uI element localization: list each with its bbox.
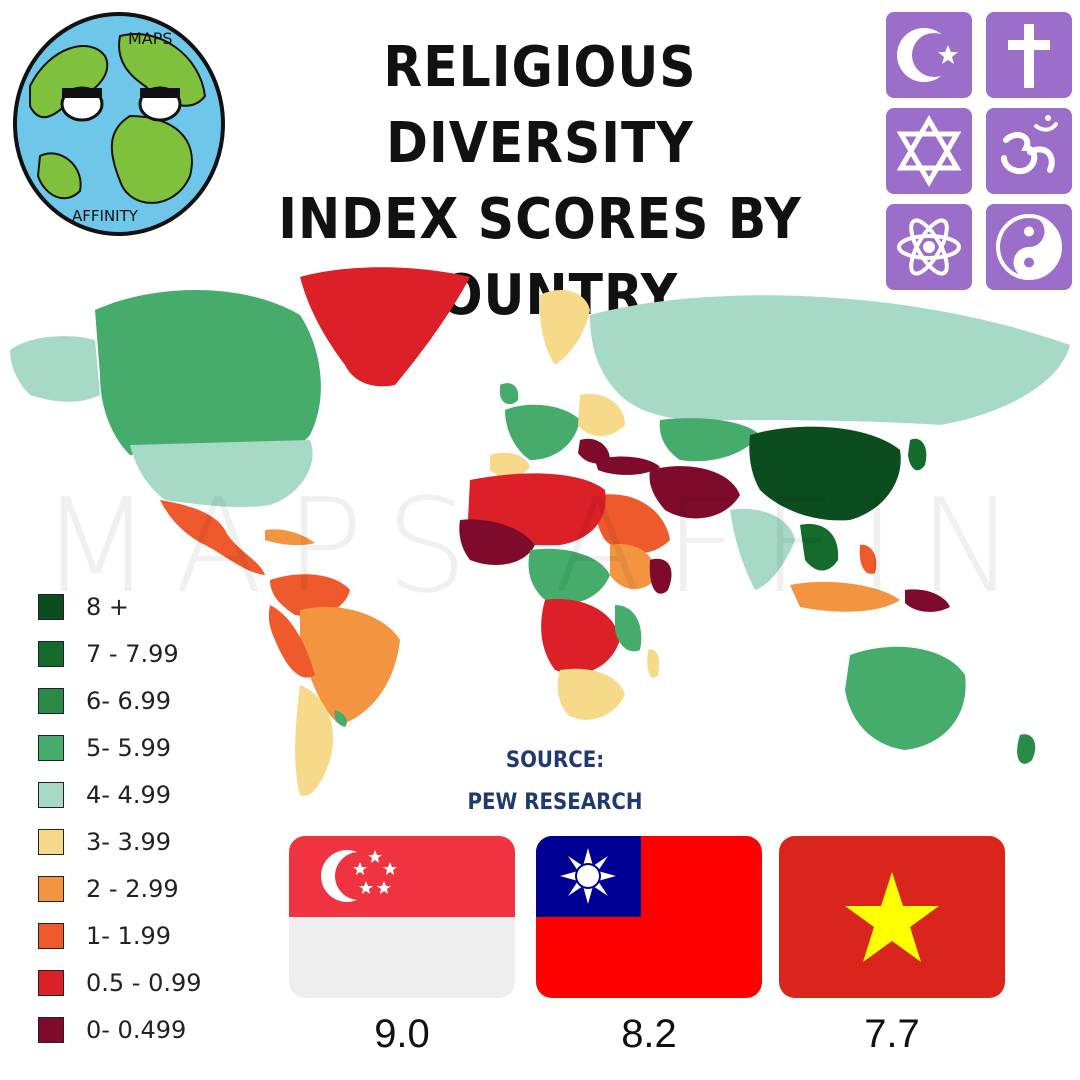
map-balkans [578, 438, 610, 464]
vietnam-flag [779, 836, 1005, 998]
legend-label: 5- 5.99 [86, 734, 171, 762]
legend-swatch [38, 1017, 64, 1043]
map-horn-of-africa [610, 544, 656, 590]
source-credit: SOURCE: PEW RESEARCH [430, 740, 680, 824]
map-iberia [490, 452, 530, 478]
map-madagascar [647, 649, 660, 678]
legend-swatch [38, 829, 64, 855]
vietnam-score: 7.7 [864, 1012, 920, 1056]
map-somalia [649, 558, 672, 594]
legend-item: 2 - 2.99 [38, 874, 268, 904]
religion-icons-grid [884, 12, 1074, 294]
singapore-score: 9.0 [374, 1012, 430, 1056]
map-colombia-venezuela [270, 574, 350, 617]
globe-mascot-icon: MAPS AFFINITY [13, 12, 225, 236]
logo-text-bottom: AFFINITY [72, 207, 139, 225]
legend-item: 3- 3.99 [38, 827, 268, 857]
om-icon [986, 108, 1072, 194]
legend-label: 1- 1.99 [86, 922, 171, 950]
taiwan-flag [536, 836, 762, 998]
map-greenland [300, 267, 470, 387]
atom-icon [886, 204, 972, 290]
map-alaska [10, 336, 100, 402]
legend-label: 0- 0.499 [86, 1016, 187, 1044]
legend-label: 2 - 2.99 [86, 875, 179, 903]
map-japan [908, 438, 927, 471]
map-mexico [160, 500, 265, 575]
map-iran-afghanistan [649, 466, 740, 519]
map-peru-bolivia [268, 605, 315, 678]
map-uruguay [334, 710, 347, 727]
star-and-crescent-icon [886, 12, 972, 98]
title-line-1: RELIGIOUS DIVERSITY [383, 35, 697, 176]
maps-affinity-logo: MAPS AFFINITY [10, 6, 228, 240]
legend-swatch [38, 688, 64, 714]
map-usa [130, 440, 313, 508]
legend-label: 3- 3.99 [86, 828, 171, 856]
map-eastern-europe [578, 394, 625, 437]
map-china [749, 426, 901, 521]
map-indonesia [790, 581, 900, 612]
legend-item: 0- 0.499 [38, 1015, 268, 1045]
yin-yang-icon [986, 204, 1072, 290]
map-brazil [300, 606, 400, 725]
legend-swatch [38, 970, 64, 996]
source-label: SOURCE: [505, 748, 605, 773]
map-canada [95, 290, 321, 456]
title-line-2: INDEX SCORES BY [278, 187, 802, 252]
legend-item: 7 - 7.99 [38, 639, 268, 669]
map-india [730, 508, 795, 590]
source-name: PEW RESEARCH [467, 790, 643, 815]
star-of-david-icon [886, 108, 972, 194]
legend-label: 6- 6.99 [86, 687, 171, 715]
map-western-europe [505, 404, 580, 460]
map-central-asia [659, 418, 760, 462]
map-turkey [595, 456, 660, 475]
map-east-africa [615, 605, 642, 652]
legend-item: 1- 1.99 [38, 921, 268, 951]
map-russia [590, 295, 1070, 425]
watermark: MAPS AFFINITY [40, 470, 1040, 610]
map-uk [500, 383, 519, 405]
map-indochina [800, 524, 839, 571]
legend-swatch [38, 594, 64, 620]
singapore-flag [289, 836, 515, 998]
map-papua [905, 589, 950, 612]
legend-item: 6- 6.99 [38, 686, 268, 716]
map-south-africa [557, 668, 625, 720]
map-australia [845, 646, 966, 750]
legend-label: 8 + [86, 593, 130, 621]
legend-item: 4- 4.99 [38, 780, 268, 810]
world-choropleth-map [10, 267, 1070, 796]
logo-text-top: MAPS [128, 29, 173, 48]
legend-swatch [38, 641, 64, 667]
map-philippines [859, 544, 877, 574]
legend-label: 4- 4.99 [86, 781, 171, 809]
legend-item: 8 + [38, 592, 268, 622]
cross-icon [986, 12, 1072, 98]
legend-swatch [38, 782, 64, 808]
map-west-africa [459, 519, 535, 565]
legend-swatch [38, 735, 64, 761]
legend-label: 7 - 7.99 [86, 640, 179, 668]
legend-label: 0.5 - 0.99 [86, 969, 202, 997]
map-scandinavia [539, 290, 590, 365]
map-arabia [596, 494, 670, 554]
map-southern-central-africa [541, 599, 620, 674]
legend-swatch [38, 876, 64, 902]
map-argentina-chile [295, 685, 334, 796]
legend-swatch [38, 923, 64, 949]
taiwan-score: 8.2 [621, 1012, 677, 1056]
map-central-africa [528, 548, 610, 604]
legend-item: 5- 5.99 [38, 733, 268, 763]
map-new-zealand [1017, 734, 1036, 764]
map-caribbean [265, 529, 315, 546]
legend-item: 0.5 - 0.99 [38, 968, 268, 998]
